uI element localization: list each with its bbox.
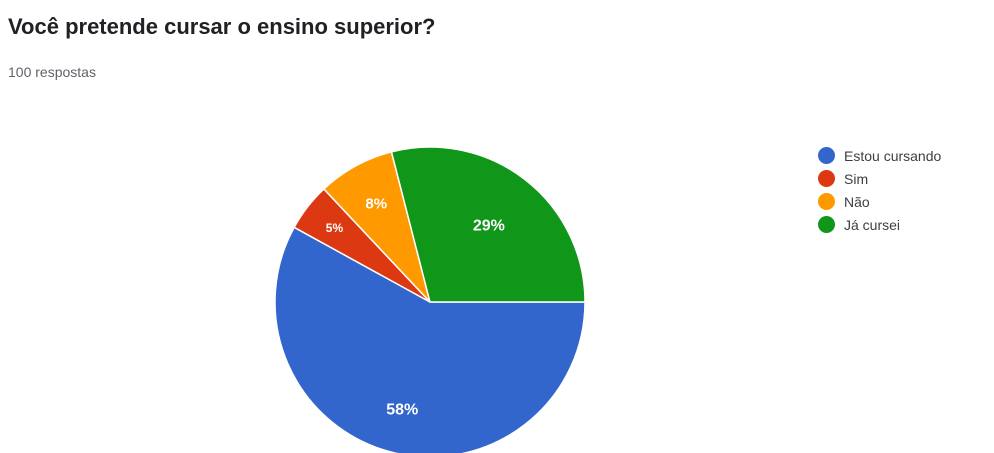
legend-label: Não: [844, 193, 870, 210]
legend-swatch: [818, 216, 835, 233]
slice-value-label: 29%: [473, 218, 505, 235]
slice-value-label: 5%: [326, 221, 344, 235]
pie-slice-ja-cursei[interactable]: [390, 146, 586, 303]
legend-swatch: [818, 193, 835, 210]
slice-value-label: 8%: [365, 196, 387, 213]
slice-value-label: 58%: [386, 402, 418, 419]
chart-legend: Estou cursando Sim Não Já cursei: [818, 144, 988, 236]
legend-item-ja-cursei[interactable]: Já cursei: [818, 213, 988, 236]
pie-slice-estou-cursando[interactable]: [274, 226, 586, 453]
legend-item-estou-cursando[interactable]: Estou cursando: [818, 144, 988, 167]
legend-swatch: [818, 170, 835, 187]
legend-item-nao[interactable]: Não: [818, 190, 988, 213]
legend-swatch: [818, 147, 835, 164]
question-title: Você pretende cursar o ensino superior?: [8, 14, 436, 39]
legend-label: Estou cursando: [844, 147, 942, 164]
response-count: 100 respostas: [8, 64, 96, 80]
legend-label: Sim: [844, 170, 869, 187]
legend-label: Já cursei: [844, 216, 901, 233]
legend-item-sim[interactable]: Sim: [818, 167, 988, 190]
